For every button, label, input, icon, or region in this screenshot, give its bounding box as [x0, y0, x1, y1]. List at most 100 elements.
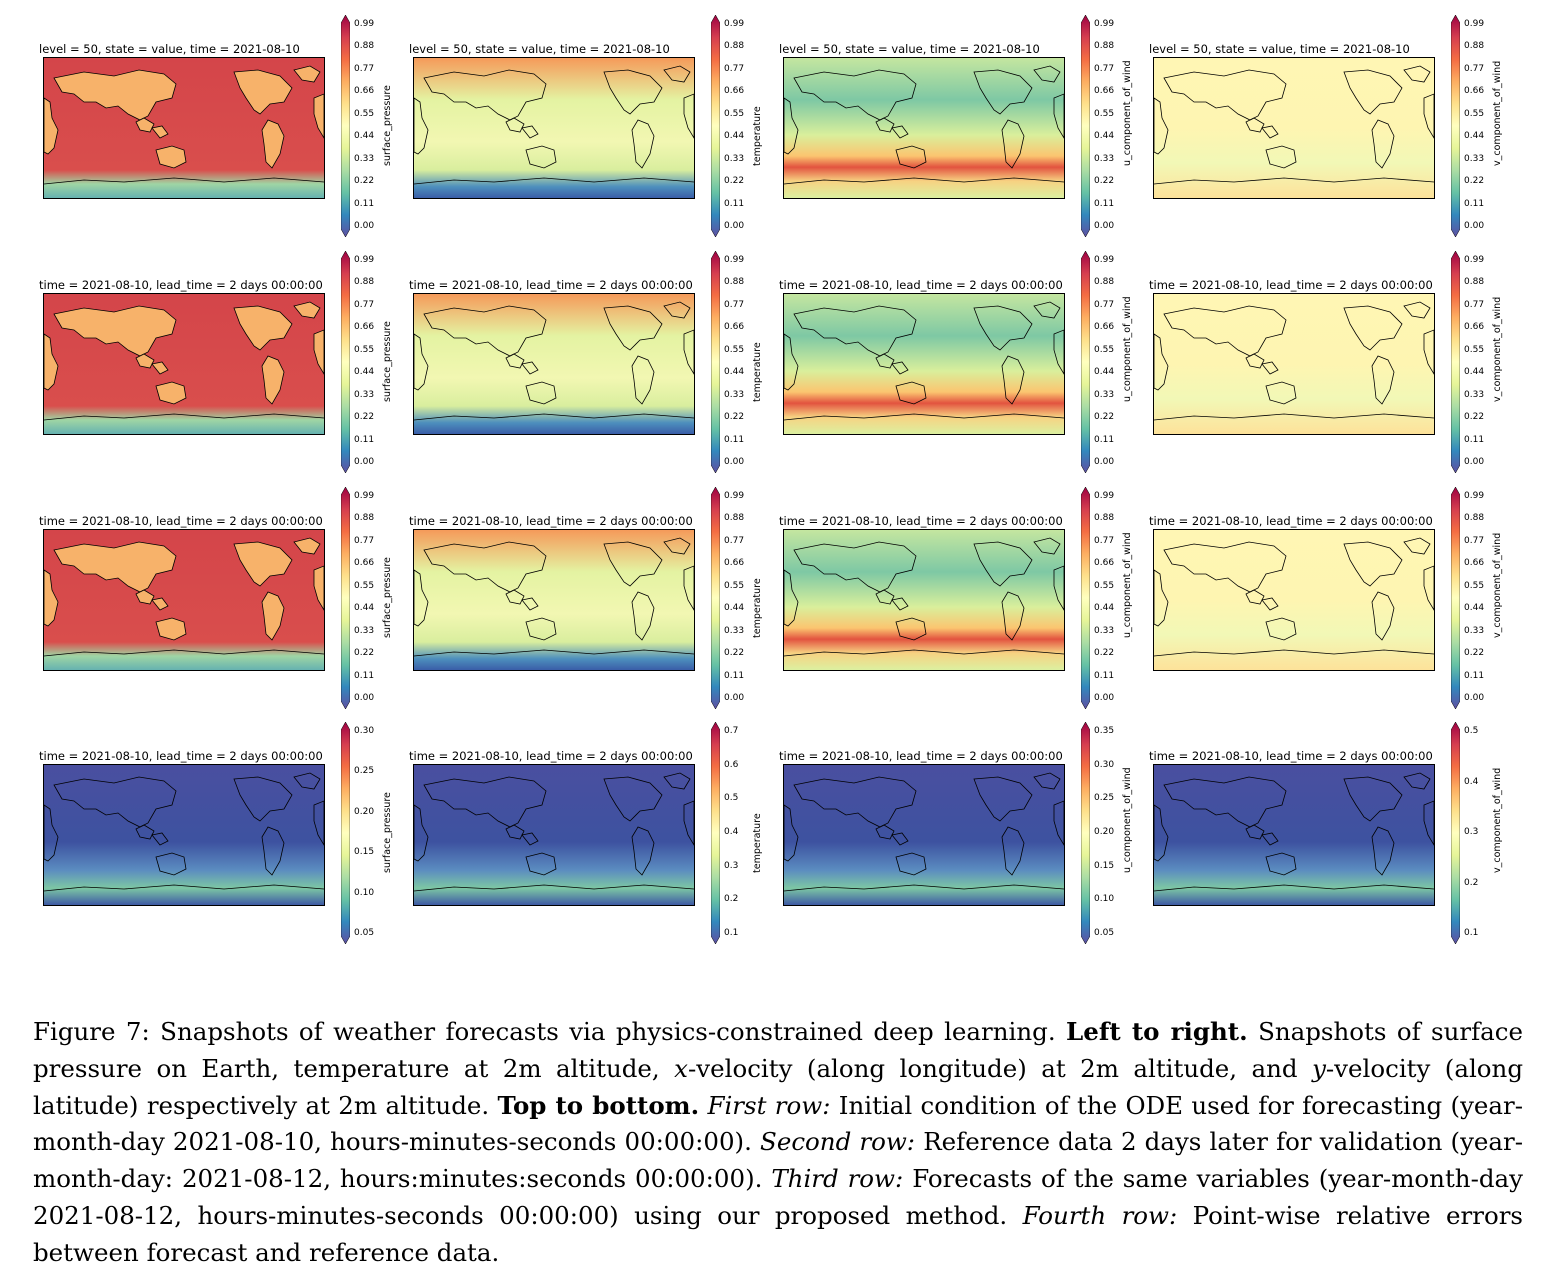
- caption-row4-label: Fourth row:: [1022, 1200, 1178, 1230]
- coastline: [1154, 649, 1434, 657]
- colorbar-tick-label: 0.30: [1094, 759, 1115, 770]
- colorbar-tick-label: 0.66: [1464, 86, 1485, 97]
- map-field: [784, 58, 1064, 198]
- colorbar-tick-label: 0.1: [724, 928, 739, 938]
- colorbar-tick-label: 0.88: [1464, 277, 1485, 288]
- coastline: [233, 776, 293, 822]
- colorbar-tick-label: 0.77: [1094, 299, 1115, 310]
- coastline: [1343, 541, 1403, 587]
- coastline: [414, 333, 429, 391]
- panel-title: time = 2021-08-10, lead_time = 2 days 00…: [1149, 514, 1433, 528]
- colorbar-tick-label: 0.00: [1094, 457, 1115, 467]
- coastline: [683, 565, 694, 611]
- colorbar-tick-label: 0.44: [724, 603, 745, 614]
- colorbar-gradient: [1450, 486, 1461, 710]
- colorbar-tick-label: 0.99: [354, 255, 375, 265]
- coastline: [1001, 119, 1025, 169]
- colorbar-tick-label: 0.00: [1094, 221, 1115, 231]
- colorbar-tick-label: 0.33: [354, 625, 375, 636]
- coastline: [1154, 884, 1434, 892]
- coastline: [525, 852, 557, 876]
- colorbar-tick-label: 0.15: [354, 847, 375, 858]
- colorbar-gradient: [710, 486, 721, 710]
- colorbar-tick-label: 0.55: [1464, 344, 1485, 355]
- colorbar-tick-label: 0.55: [1094, 108, 1115, 119]
- map-field: [1154, 765, 1434, 905]
- colorbar-tick-label: 0.10: [354, 887, 375, 898]
- colorbar-tick-label: 0.77: [724, 535, 745, 546]
- colorbar: [1450, 250, 1461, 474]
- coastline: [631, 119, 655, 169]
- colorbar-tick-label: 0.77: [354, 63, 375, 74]
- coastline: [1261, 597, 1279, 611]
- colorbar-tick-label: 0.22: [724, 648, 745, 659]
- coastline: [414, 177, 694, 185]
- colorbar-label: v_component_of_wind: [1492, 60, 1503, 166]
- colorbar-gradient: [710, 14, 721, 238]
- colorbar-label: surface_pressure: [382, 557, 393, 638]
- colorbar-gradient: [1450, 721, 1461, 945]
- colorbar-label: temperature: [752, 578, 763, 638]
- colorbar-label: u_component_of_wind: [1122, 532, 1133, 638]
- colorbar-tick-label: 0.77: [1094, 535, 1115, 546]
- caption-row2-text: Reference data 2 days later for validati…: [33, 1127, 1524, 1194]
- colorbar-tick-label: 0.55: [354, 108, 375, 119]
- map-plot: [783, 293, 1065, 435]
- colorbar-label: surface_pressure: [382, 321, 393, 402]
- coastline: [313, 800, 324, 846]
- coastline: [973, 776, 1033, 822]
- coastline: [1265, 381, 1297, 405]
- colorbar-tick-label: 0.00: [724, 221, 745, 231]
- caption-row3-text: Forecasts of the same variables (year-mo…: [33, 1164, 1523, 1230]
- colorbar: [340, 14, 351, 238]
- coastline: [683, 329, 694, 375]
- coastline: [1154, 177, 1434, 185]
- coastline: [293, 537, 321, 555]
- panel-title: time = 2021-08-10, lead_time = 2 days 00…: [1149, 749, 1433, 763]
- coastline: [603, 69, 663, 115]
- colorbar: [1080, 486, 1091, 710]
- colorbar-label: v_component_of_wind: [1492, 532, 1503, 638]
- colorbar-tick-label: 0.66: [354, 558, 375, 569]
- colorbar-label: u_component_of_wind: [1122, 767, 1133, 873]
- coastline: [233, 305, 293, 351]
- colorbar-tick-label: 0.3: [724, 860, 739, 871]
- caption-x-var: x: [674, 1053, 688, 1083]
- coastline: [1261, 832, 1279, 846]
- coastline: [44, 333, 59, 391]
- colorbar-tick-label: 0.33: [1094, 389, 1115, 400]
- panel-title: time = 2021-08-10, lead_time = 2 days 00…: [39, 278, 323, 292]
- coastline: [293, 301, 321, 319]
- map-plot: [43, 529, 325, 671]
- colorbar-tick-label: 0.33: [724, 389, 745, 400]
- colorbar-tick-label: 0.4: [724, 827, 739, 837]
- colorbar-tick-label: 0.7: [724, 726, 739, 736]
- colorbar-tick-label: 0.99: [724, 255, 745, 265]
- coastline: [261, 826, 285, 876]
- coastline: [1033, 537, 1061, 555]
- colorbar-tick-label: 0.66: [1094, 558, 1115, 569]
- colorbar-tick-label: 0.99: [1094, 255, 1115, 265]
- colorbar-gradient: [1450, 14, 1461, 238]
- panel-title: time = 2021-08-10, lead_time = 2 days 00…: [779, 278, 1063, 292]
- coastline: [525, 617, 557, 641]
- colorbar-tick-label: 0.11: [354, 198, 375, 209]
- colorbar-gradient: [340, 486, 351, 710]
- map-field: [784, 294, 1064, 434]
- coastline: [525, 145, 557, 169]
- colorbar-tick-label: 0.44: [354, 367, 375, 378]
- caption-lr-text: Snapshots of surface pressure on Earth, …: [33, 1017, 1524, 1083]
- colorbar-tick-label: 0.88: [354, 41, 375, 52]
- colorbar-tick-label: 0.44: [1464, 367, 1485, 378]
- coastline: [261, 119, 285, 169]
- coastline: [631, 591, 655, 641]
- colorbar-tick-label: 0.11: [724, 670, 745, 681]
- colorbar-tick-label: 0.00: [724, 693, 745, 703]
- colorbar-label: temperature: [752, 106, 763, 166]
- coastline: [895, 145, 927, 169]
- panel-title: time = 2021-08-10, lead_time = 2 days 00…: [409, 514, 693, 528]
- coastline: [1265, 145, 1297, 169]
- caption-row2-label: Second row:: [760, 1127, 916, 1157]
- coastline: [151, 361, 169, 375]
- coastline: [663, 301, 691, 319]
